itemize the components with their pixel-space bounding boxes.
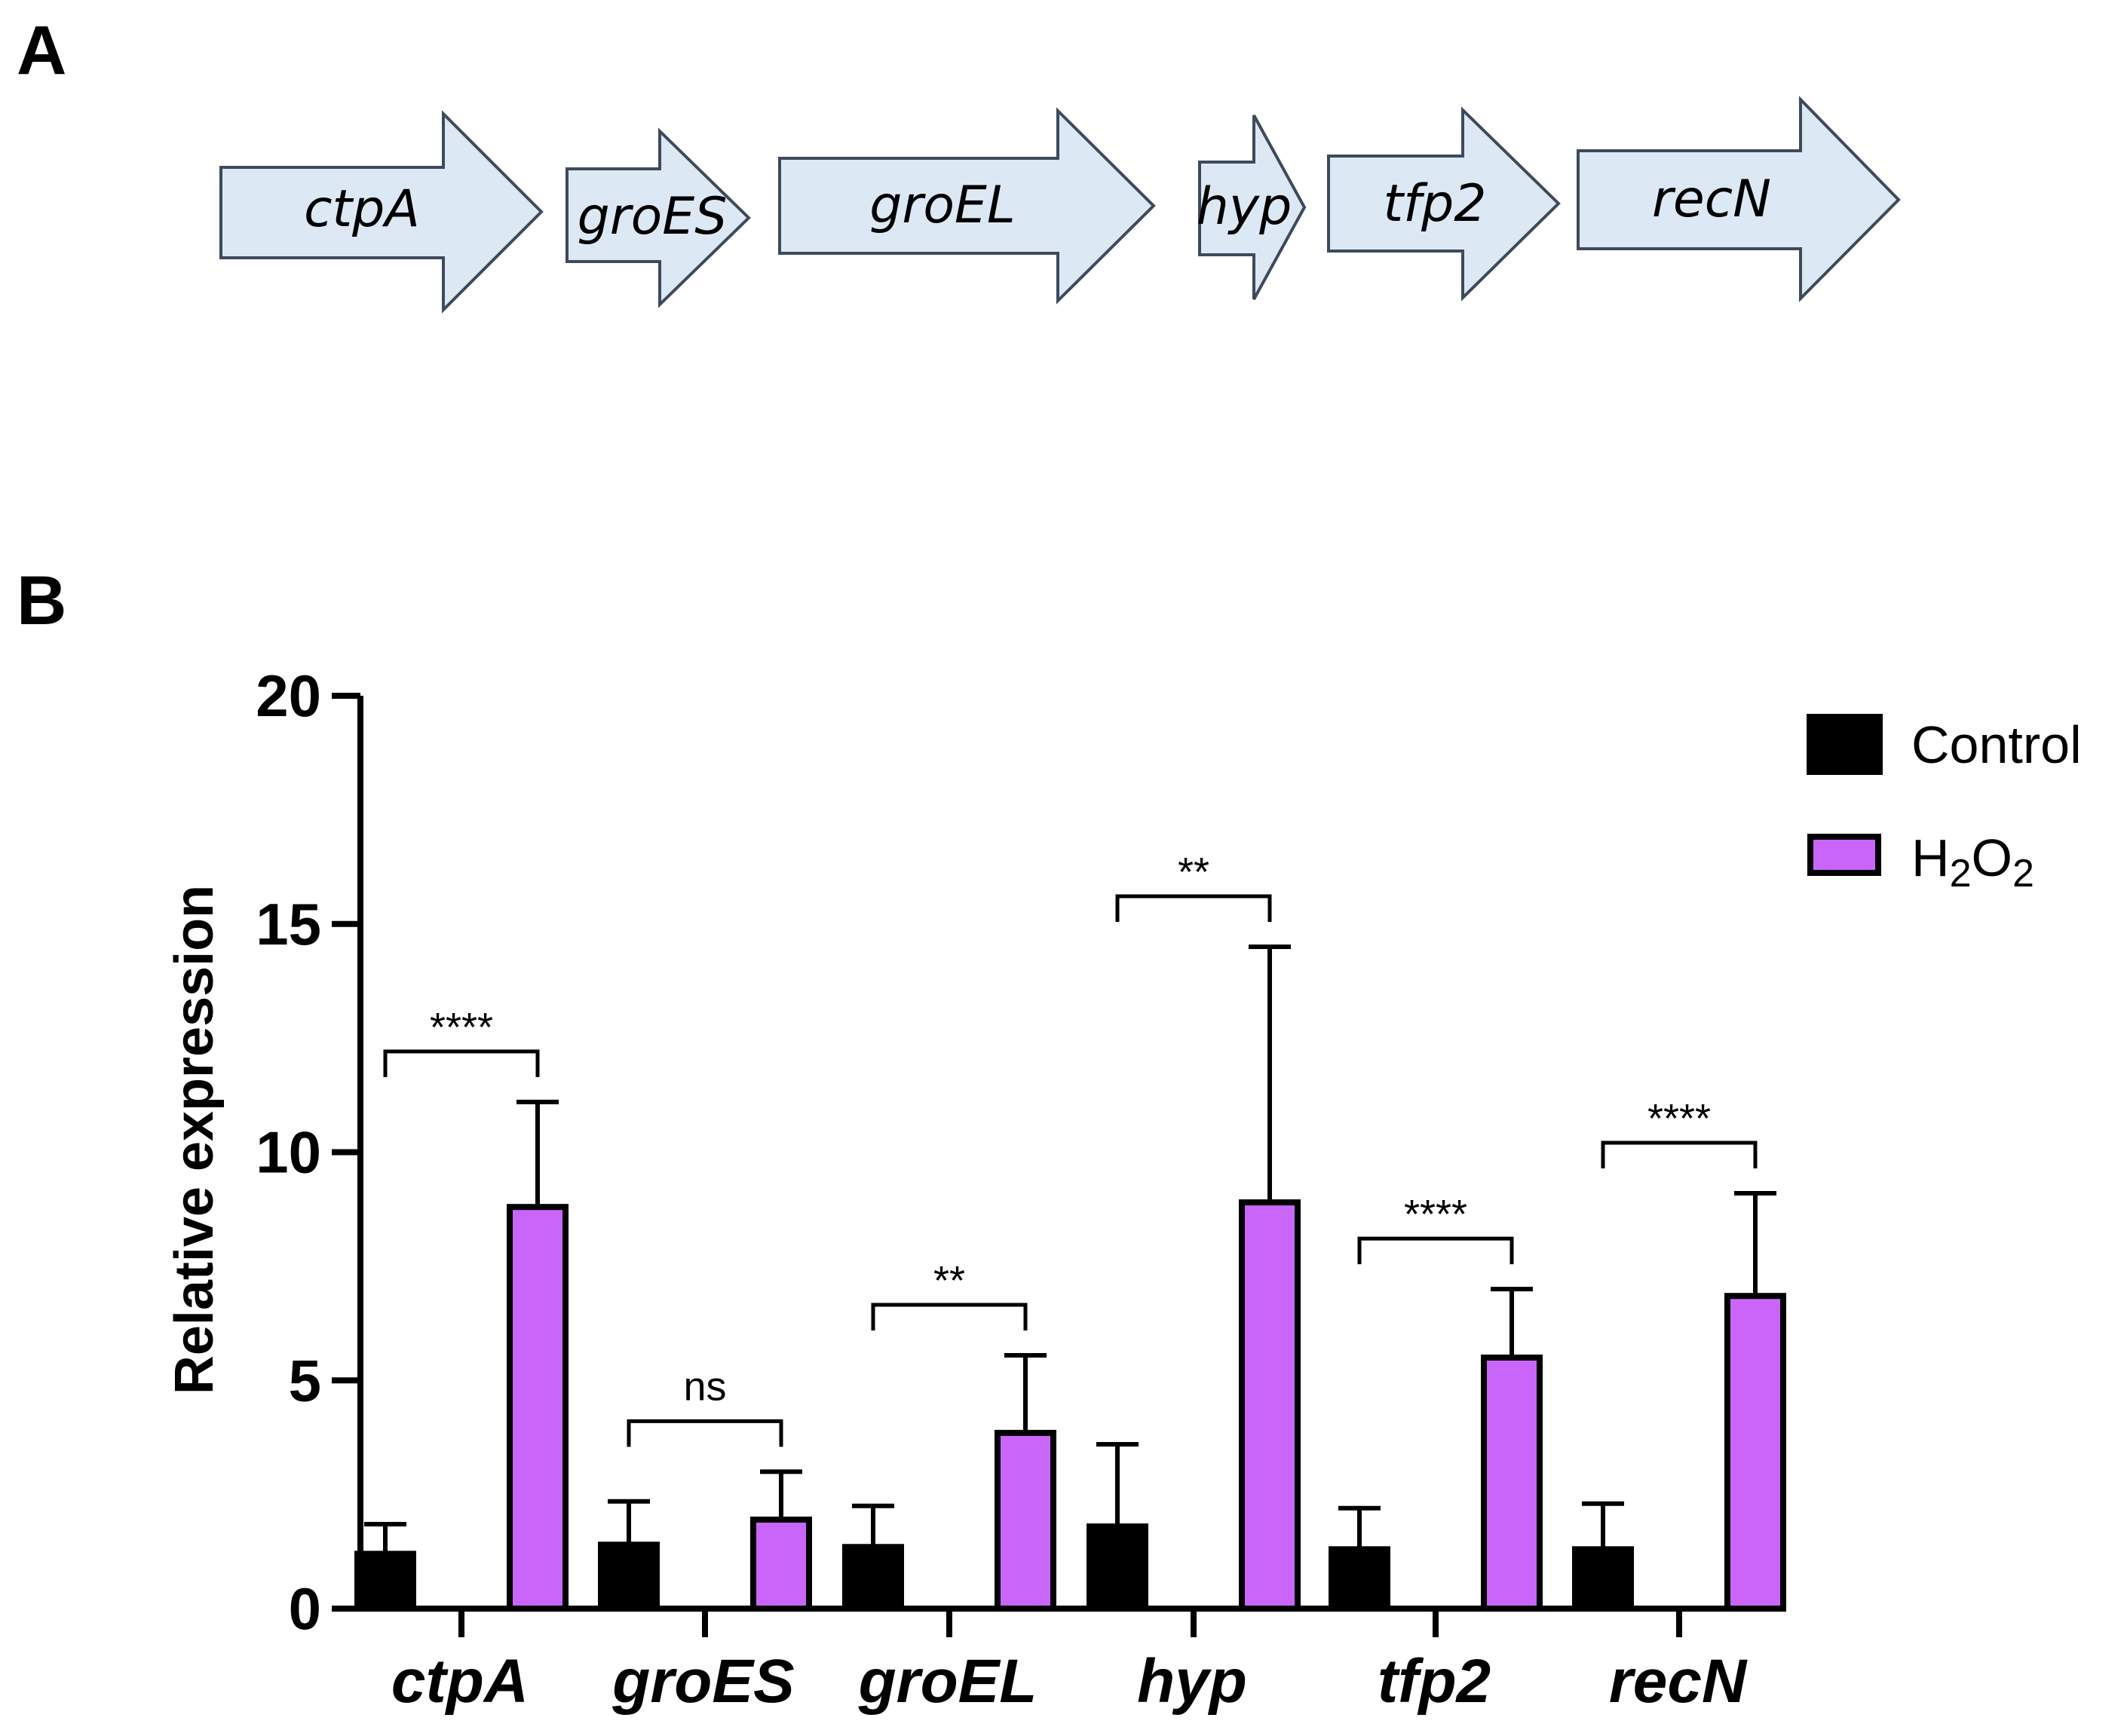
bar-h2o2-tfp2 — [1481, 1354, 1543, 1612]
bar-control-groES — [598, 1542, 660, 1612]
gene-label-ctpA: ctpA — [304, 179, 420, 239]
legend: Control H2O2 — [1807, 714, 2082, 896]
gene-label-hyp: hyp — [1197, 177, 1292, 237]
bar-h2o2-ctpA — [507, 1204, 569, 1612]
legend-swatch-h2o2 — [1807, 834, 1881, 876]
significance-bracket-groES — [627, 1419, 783, 1447]
legend-h2o2-sub1: 2 — [1950, 852, 1972, 896]
operon-diagram: ctpA groES groEL hyp tfp2 recN — [219, 96, 1901, 314]
gene-label-groES: groES — [578, 187, 728, 246]
y-axis-ticks: 0 5 10 15 20 — [256, 663, 360, 1642]
bar-control-groEL — [842, 1544, 904, 1612]
gene-arrow-groES: groES — [565, 127, 751, 308]
significance-bracket-recN — [1601, 1140, 1758, 1168]
gene-arrow-tfp2: tfp2 — [1327, 106, 1561, 302]
y-tick-label-3: 15 — [256, 891, 321, 957]
bar-control-tfp2 — [1329, 1546, 1390, 1612]
gene-arrow-shape-recN — [1577, 96, 1901, 302]
gene-label-recN: recN — [1652, 170, 1771, 229]
gene-arrow-hyp: hyp — [1197, 115, 1307, 300]
bars — [354, 945, 1786, 1612]
gene-arrow-shape-tfp2 — [1327, 106, 1561, 302]
x-category-label-tfp2: tfp2 — [1378, 1647, 1491, 1716]
panel-a-label: A — [17, 12, 66, 89]
legend-swatch-control — [1807, 714, 1883, 775]
x-category-label-groES: groES — [611, 1647, 794, 1716]
gene-arrow-recN: recN — [1577, 96, 1901, 302]
bar-h2o2-groEL — [995, 1429, 1056, 1612]
gene-arrow-shape-hyp — [1198, 115, 1307, 300]
legend-h2o2-h: H — [1911, 828, 1950, 887]
y-tick-label-4: 20 — [256, 663, 321, 729]
gene-arrow-ctpA: ctpA — [219, 110, 544, 314]
significance-label-recN: **** — [1647, 1096, 1711, 1141]
bar-control-ctpA — [354, 1551, 416, 1612]
x-category-label-recN: recN — [1609, 1647, 1748, 1716]
x-category-label-groEL: groEL — [858, 1647, 1037, 1716]
x-axis-ticks: ctpA groES groEL hyp tfp2 recN — [391, 1609, 1748, 1716]
x-category-label-ctpA: ctpA — [391, 1647, 529, 1716]
significance-label-groEL: ** — [933, 1258, 965, 1303]
gene-arrow-shape-groES — [565, 127, 751, 308]
significance-label-tfp2: **** — [1404, 1192, 1467, 1237]
legend-h2o2-sub2: 2 — [2012, 852, 2034, 896]
bar-h2o2-hyp — [1239, 1199, 1301, 1612]
bar-control-recN — [1572, 1546, 1634, 1612]
significance-label-groES: ns — [683, 1364, 726, 1409]
gene-label-groEL: groEL — [869, 176, 1016, 235]
gene-label-tfp2: tfp2 — [1383, 174, 1486, 234]
significance-label-ctpA: **** — [430, 1005, 493, 1050]
bar-h2o2-groES — [750, 1516, 812, 1612]
significance-bracket-hyp — [1115, 894, 1272, 923]
significance-annotations: ****ns************ — [383, 850, 1758, 1447]
legend-label-h2o2: H2O2 — [1911, 828, 2034, 896]
significance-label-hyp: ** — [1178, 850, 1209, 895]
x-category-label-hyp: hyp — [1137, 1647, 1247, 1716]
significance-bracket-groEL — [871, 1303, 1028, 1330]
bar-chart: Relative expression 0 5 10 15 20 ctpA groES gr… — [164, 663, 2082, 1716]
gene-arrow-shape-ctpA — [219, 110, 544, 314]
gene-arrow-shape-groEL — [778, 107, 1156, 305]
bar-h2o2-recN — [1724, 1293, 1786, 1612]
legend-label-control: Control — [1911, 715, 2082, 774]
panel-b-label: B — [17, 562, 66, 639]
legend-h2o2-o: O — [1971, 828, 2012, 887]
gene-arrow-groEL: groEL — [778, 107, 1156, 305]
bar-control-hyp — [1087, 1523, 1148, 1612]
y-tick-label-0: 0 — [289, 1575, 321, 1642]
significance-bracket-ctpA — [383, 1049, 540, 1077]
y-tick-label-1: 5 — [289, 1347, 321, 1413]
y-tick-label-2: 10 — [256, 1119, 321, 1186]
y-axis-title: Relative expression — [164, 885, 225, 1395]
significance-bracket-tfp2 — [1357, 1236, 1514, 1265]
